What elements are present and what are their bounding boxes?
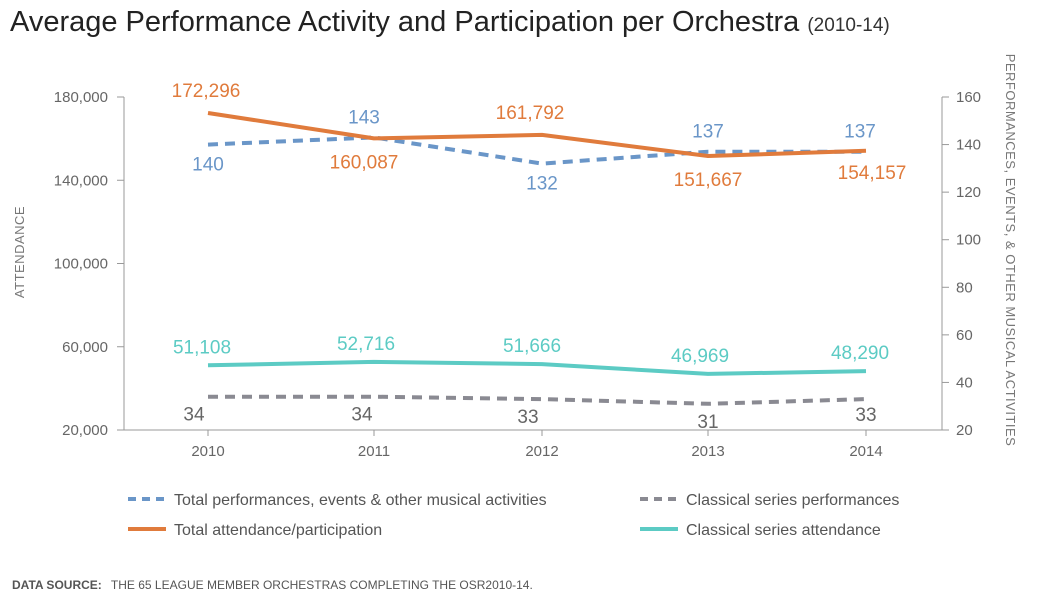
data-label: 33	[855, 405, 876, 426]
y-tick-right-label: 60	[956, 327, 973, 344]
data-label: 137	[844, 122, 876, 143]
chart-legend: Total performances, events & other music…	[128, 492, 899, 539]
y-tick-left-label: 60,000	[62, 339, 108, 356]
data-label: 34	[351, 405, 373, 426]
chart-series	[207, 111, 867, 406]
data-source-label: DATA SOURCE:	[12, 578, 102, 592]
series-line-1	[207, 111, 867, 158]
data-label: 160,087	[330, 152, 399, 173]
chart-title-main: Average Performance Activity and Partici…	[10, 6, 800, 38]
legend-entry-label: Classical series performances	[686, 492, 899, 509]
y-tick-right-label: 140	[956, 137, 981, 154]
y-tick-right-label: 120	[956, 184, 981, 201]
data-label: 140	[192, 155, 224, 176]
series-line-2	[208, 394, 867, 406]
data-label: 154,157	[838, 163, 907, 184]
series-line-0	[207, 135, 866, 166]
data-label: 143	[348, 107, 380, 128]
data-label: 46,969	[671, 346, 729, 367]
legend-entry-label: Total attendance/participation	[174, 522, 382, 539]
y-tick-right-label: 80	[956, 279, 973, 296]
x-tick-label: 2011	[358, 443, 390, 460]
x-tick-label: 2014	[849, 443, 882, 460]
y-tick-right-label: 40	[956, 374, 973, 391]
chart-axes: 20,000 60,000 100,000 140,000 180,000 20 40 60 8…	[12, 54, 1018, 460]
y-axis-right-title: PERFORMANCES, EVENTS, & OTHER MUSICAL AC…	[1003, 54, 1018, 447]
data-label: 52,716	[337, 334, 395, 355]
y-axis-left-title: ATTENDANCE	[12, 206, 27, 298]
y-tick-left-label: 180,000	[54, 89, 108, 106]
data-label: 132	[526, 174, 558, 195]
data-source-note: DATA SOURCE: THE 65 LEAGUE MEMBER ORCHES…	[12, 578, 533, 592]
chart-title: Average Performance Activity and Partici…	[10, 6, 890, 39]
x-tick-label: 2010	[191, 443, 224, 460]
y-tick-right-label: 160	[956, 89, 981, 106]
legend-entry-label: Classical series attendance	[686, 522, 881, 539]
data-label: 31	[697, 412, 718, 433]
y-tick-left-label: 100,000	[54, 256, 108, 273]
data-label: 48,290	[831, 343, 889, 364]
data-label: 33	[517, 407, 538, 428]
y-tick-left-label: 20,000	[62, 422, 108, 439]
data-label: 34	[183, 405, 205, 426]
data-label: 51,108	[173, 337, 231, 358]
x-tick-label: 2013	[691, 443, 724, 460]
chart-title-sub: (2010-14)	[807, 15, 890, 36]
chart-data-labels: 140 143 132 137 137 172,296 160,087 161,792 151,…	[172, 81, 907, 433]
data-label: 172,296	[172, 81, 241, 102]
legend-entry-label: Total performances, events & other music…	[174, 492, 547, 509]
y-tick-right-label: 100	[956, 232, 981, 249]
y-tick-left-label: 140,000	[54, 172, 108, 189]
data-source-text: THE 65 LEAGUE MEMBER ORCHESTRAS COMPLETI…	[110, 578, 533, 592]
series-line-3	[207, 359, 867, 376]
x-tick-label: 2012	[525, 443, 558, 460]
data-label: 137	[692, 122, 724, 143]
data-label: 151,667	[674, 170, 743, 191]
y-tick-right-label: 20	[956, 422, 973, 439]
data-label: 51,666	[503, 336, 561, 357]
data-label: 161,792	[496, 103, 565, 124]
